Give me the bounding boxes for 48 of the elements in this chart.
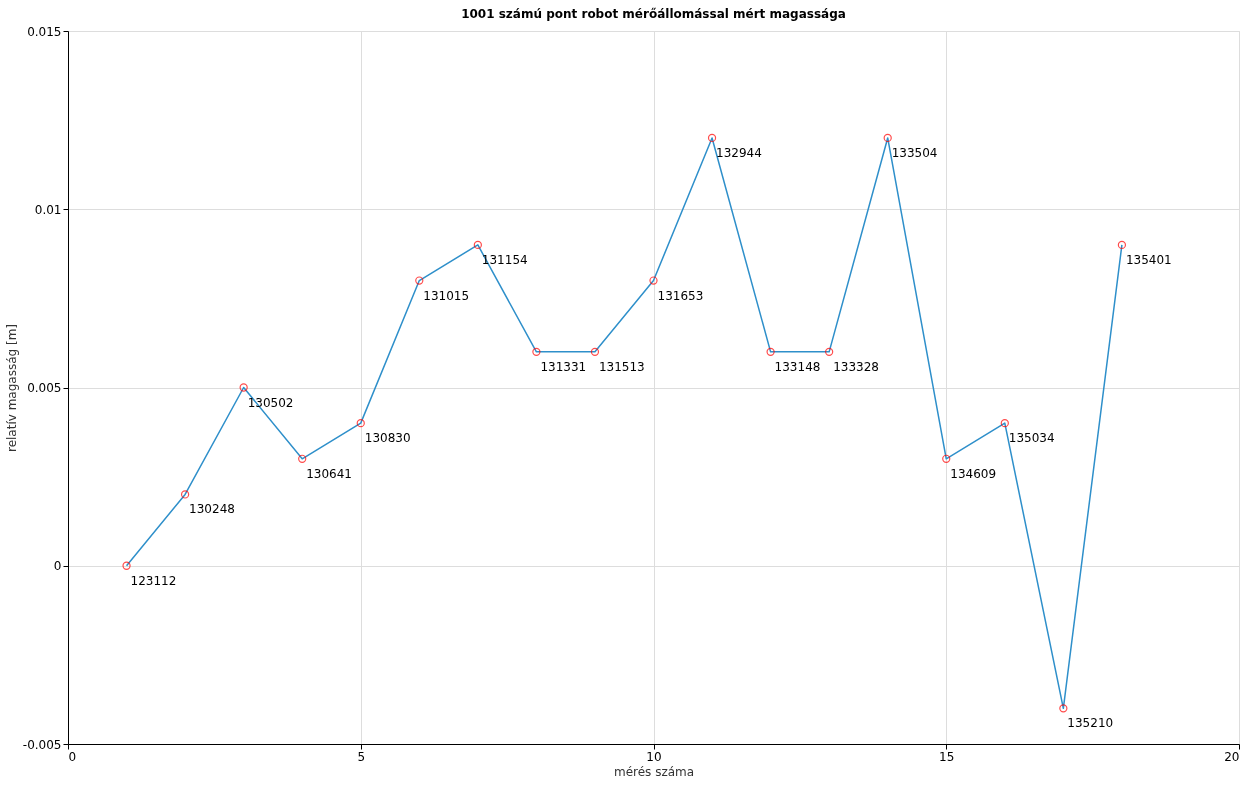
point bbox=[883, 133, 892, 143]
annotation: 131015 bbox=[423, 288, 470, 303]
y-tick-label: -0.005 bbox=[22, 737, 62, 752]
point bbox=[356, 419, 365, 428]
point bbox=[942, 454, 951, 463]
annotation: 130830 bbox=[364, 431, 411, 446]
x-axis-title: mérés száma bbox=[613, 764, 695, 779]
line-series bbox=[125, 137, 1123, 710]
y-tick-label: 0.015 bbox=[27, 24, 62, 39]
chart-title: 1001 számú pont robot mérőállomással mért magassága bbox=[461, 7, 846, 21]
annotation: 135034 bbox=[1008, 431, 1055, 446]
point bbox=[590, 347, 600, 356]
point bbox=[1059, 704, 1068, 713]
annotation: 131331 bbox=[540, 359, 587, 374]
annotation: 131653 bbox=[657, 288, 704, 303]
x-tick-label: 5 bbox=[357, 749, 366, 764]
annotation: 133504 bbox=[891, 145, 938, 160]
x-tick-label: 15 bbox=[939, 749, 955, 764]
annotation: 135210 bbox=[1067, 716, 1114, 731]
y-tick-label: 0.005 bbox=[27, 381, 62, 395]
point bbox=[825, 347, 834, 356]
point bbox=[239, 383, 248, 392]
annotation: 130641 bbox=[306, 466, 353, 481]
x-tick-label: 0 bbox=[68, 749, 77, 764]
annotation: 133148 bbox=[774, 359, 821, 374]
point bbox=[180, 490, 190, 499]
annotation: 134609 bbox=[950, 466, 997, 481]
point bbox=[473, 240, 482, 250]
point bbox=[415, 276, 424, 285]
x-tick-label: 10 bbox=[646, 749, 662, 764]
point bbox=[1000, 419, 1009, 428]
y-axis-title: relatív magasság [m] bbox=[4, 323, 19, 453]
annotation: 135401 bbox=[1125, 252, 1172, 267]
point bbox=[766, 347, 775, 356]
point bbox=[1117, 240, 1127, 250]
annotation: 132944 bbox=[716, 145, 762, 160]
point bbox=[649, 276, 658, 285]
annotation: 133328 bbox=[833, 359, 879, 374]
y-tick-label: 0.01 bbox=[34, 202, 62, 217]
point bbox=[532, 347, 541, 356]
point bbox=[298, 454, 307, 463]
point bbox=[122, 561, 131, 570]
point bbox=[707, 133, 717, 143]
annotation: 131513 bbox=[598, 359, 645, 374]
x-tick-label: 20 bbox=[1224, 749, 1240, 764]
annotation: 123112 bbox=[130, 573, 177, 588]
annotation: 130248 bbox=[189, 502, 235, 517]
y-tick-label: 0 bbox=[53, 559, 62, 574]
